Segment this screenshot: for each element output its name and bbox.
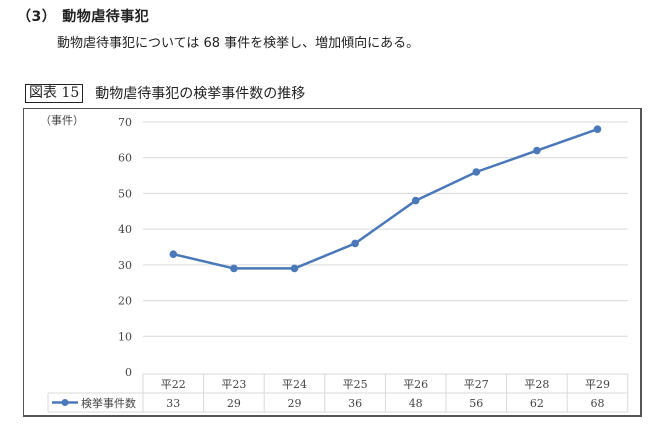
y-tick-label: 0 [125, 366, 132, 379]
data-table-value: 33 [166, 397, 180, 410]
x-category-label: 平28 [524, 378, 549, 391]
legend-dot-icon [61, 399, 69, 406]
figure-label: 図表 15 [25, 83, 84, 103]
x-category-label: 平23 [221, 378, 246, 391]
data-table-value: 62 [530, 397, 544, 410]
x-category-label: 平29 [585, 378, 610, 391]
data-point-marker [351, 239, 359, 248]
section-description: 動物虐待事犯については 68 事件を検挙し、増加傾向にある。 [57, 36, 420, 51]
x-category-label: 平22 [161, 378, 186, 391]
y-tick-label: 70 [118, 116, 132, 129]
data-point-marker [593, 125, 602, 133]
y-tick-label: 30 [118, 259, 132, 272]
y-tick-label: 20 [118, 295, 132, 308]
section-title: 動物虐待事犯 [62, 9, 150, 25]
x-category-label: 平24 [282, 378, 307, 391]
data-point-marker [472, 168, 481, 176]
data-table-value: 29 [288, 397, 302, 410]
figure-title: 動物虐待事犯の検挙事件数の推移 [95, 86, 306, 102]
series-line [173, 127, 598, 270]
y-tick-label: 50 [118, 187, 132, 200]
section-heading: （3） 動物虐待事犯 [17, 6, 149, 26]
data-point-marker [230, 264, 238, 273]
data-point-marker [169, 250, 178, 258]
legend-series-label: 検挙事件数 [81, 396, 136, 410]
data-point-marker [411, 196, 420, 205]
chart-frame [23, 108, 642, 417]
y-tick-label: 10 [118, 330, 132, 343]
data-table-value: 29 [227, 397, 241, 410]
data-table-value: 48 [409, 397, 423, 410]
section-number: （3） [17, 9, 57, 25]
y-tick-label: 40 [118, 223, 132, 236]
data-point-marker [290, 264, 299, 273]
data-table-value: 68 [591, 397, 605, 410]
x-category-label: 平27 [464, 378, 489, 391]
x-category-label: 平25 [343, 378, 368, 391]
figure-caption: 図表 15 動物虐待事犯の検挙事件数の推移 [25, 83, 305, 103]
y-tick-label: 60 [118, 152, 132, 165]
x-category-label: 平26 [403, 378, 428, 391]
data-table-value: 56 [469, 397, 483, 410]
data-point-marker [533, 146, 541, 155]
y-axis-unit-label: （事件） [40, 114, 84, 127]
data-table-value: 36 [348, 397, 362, 410]
